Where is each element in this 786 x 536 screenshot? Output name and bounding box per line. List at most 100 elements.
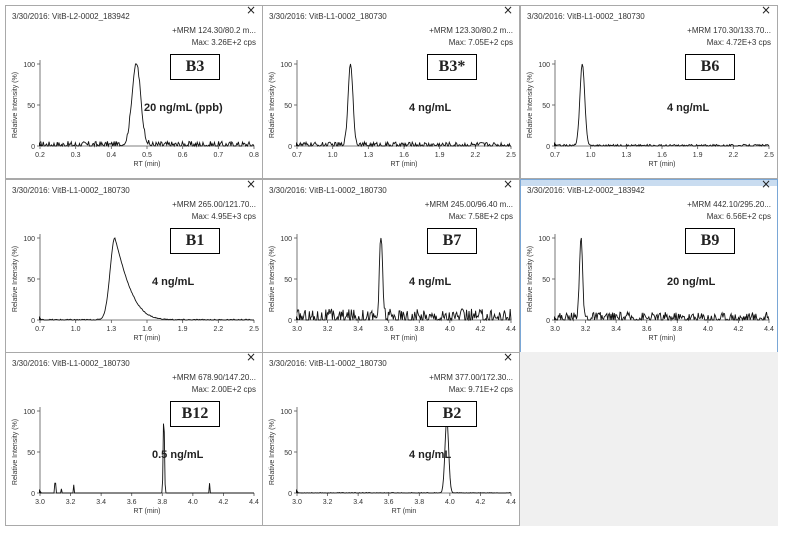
sample-name: 3/30/2016: VitB-L1-0002_180730	[269, 186, 387, 195]
x-tick-label: 1.0	[586, 152, 596, 159]
compound-tag: B7	[427, 228, 477, 254]
x-tick-label: 4.0	[445, 499, 455, 506]
x-tick-label: 4.0	[188, 499, 198, 506]
concentration-label: 0.5 ng/mL	[152, 449, 204, 461]
x-tick-label: 4.2	[219, 499, 229, 506]
concentration-label: 4 ng/mL	[409, 102, 452, 114]
close-icon[interactable]: ×	[760, 177, 771, 191]
y-axis-label: Relative Intensity (%)	[12, 419, 19, 485]
x-tick-label: 3.0	[292, 326, 302, 333]
x-tick-label: 3.2	[323, 326, 333, 333]
close-icon[interactable]: ×	[245, 350, 256, 364]
x-tick-label: 0.3	[71, 152, 81, 159]
chromatogram-panel-b2[interactable]: × 3/30/2016: VitB-L1-0002_180730 +MRM 377.…	[262, 350, 520, 526]
baseline-marker-icon	[39, 142, 42, 146]
chromatogram-panel-b7[interactable]: × 3/30/2016: VitB-L1-0002_180730 +MRM 245.…	[262, 177, 520, 353]
x-tick-label: 1.6	[399, 152, 409, 159]
x-tick-label: 1.3	[621, 152, 631, 159]
chromatogram-trace	[296, 237, 512, 322]
baseline-marker-icon	[296, 142, 299, 146]
y-tick-label: 0	[288, 144, 292, 151]
y-tick-label: 50	[27, 103, 35, 110]
compound-tag: B12	[170, 401, 220, 427]
sample-name: 3/30/2016: VitB-L1-0002_180730	[12, 359, 130, 368]
mrm-transition: +MRM 678.90/147.20...	[172, 373, 256, 382]
y-tick-label: 100	[280, 236, 292, 243]
close-icon[interactable]: ×	[245, 177, 256, 191]
y-tick-label: 0	[546, 144, 550, 151]
chromatogram-panel-b9[interactable]: × 3/30/2016: VitB-L2-0002_183942 +MRM 442.…	[520, 177, 778, 353]
compound-tag: B3*	[427, 54, 477, 80]
y-axis-label: Relative Intensity (%)	[269, 72, 276, 138]
chromatogram-trace	[297, 419, 512, 494]
mrm-transition: +MRM 265.00/121.70...	[172, 200, 256, 209]
x-axis-label: RT (min)	[134, 508, 161, 515]
x-tick-label: 2.2	[213, 326, 223, 333]
mrm-transition: +MRM 124.30/80.2 m...	[172, 26, 256, 35]
y-axis-label: Relative Intensity (%)	[12, 246, 19, 312]
y-tick-label: 100	[23, 236, 35, 243]
y-axis-label: Relative Intensity (%)	[269, 419, 276, 485]
x-tick-label: 4.4	[764, 326, 774, 333]
x-tick-label: 0.6	[178, 152, 188, 159]
chromatogram-panel-b6[interactable]: × 3/30/2016: VitB-L1-0002_180730 +MRM 170.…	[520, 3, 778, 179]
y-tick-label: 50	[542, 103, 550, 110]
max-intensity: Max: 2.00E+2 cps	[191, 385, 256, 394]
x-tick-label: 4.0	[703, 326, 713, 333]
chromatogram-panel-b3[interactable]: × 3/30/2016: VitB-L2-0002_183942 +MRM 124.…	[5, 3, 263, 179]
y-tick-label: 100	[280, 62, 292, 69]
y-tick-label: 100	[280, 409, 292, 416]
chromatogram-plot: 0 50 100 0.7 1.0 1.3 1.6 1.9 2.2 2.5 RT (min) Relat…	[12, 234, 259, 342]
sample-name: 3/30/2016: VitB-L1-0002_180730	[12, 186, 130, 195]
chromatogram-panel-b3-star[interactable]: × 3/30/2016: VitB-L1-0002_180730 +MRM 123.…	[262, 3, 520, 179]
close-icon[interactable]: ×	[502, 177, 513, 191]
x-tick-label: 4.2	[734, 326, 744, 333]
x-tick-label: 2.2	[470, 152, 480, 159]
max-intensity: Max: 6.56E+2 cps	[706, 212, 771, 221]
x-axis-label: RT (min)	[134, 161, 161, 168]
chromatogram-panel-b12[interactable]: × 3/30/2016: VitB-L1-0002_180730 +MRM 678.…	[5, 350, 263, 526]
close-icon[interactable]: ×	[245, 3, 256, 17]
y-tick-label: 100	[538, 62, 550, 69]
concentration-label: 4 ng/mL	[667, 102, 710, 114]
x-tick-label: 3.8	[414, 326, 424, 333]
y-axis-label: Relative Intensity (%)	[269, 246, 276, 312]
baseline-marker-icon	[39, 316, 42, 320]
max-intensity: Max: 9.71E+2 cps	[448, 385, 513, 394]
max-intensity: Max: 3.26E+2 cps	[191, 38, 256, 47]
x-tick-label: 1.9	[435, 152, 445, 159]
x-tick-label: 3.2	[581, 326, 591, 333]
close-icon[interactable]: ×	[502, 3, 513, 17]
x-tick-label: 0.7	[292, 152, 302, 159]
x-tick-label: 1.3	[363, 152, 373, 159]
x-tick-label: 0.7	[35, 326, 45, 333]
max-intensity: Max: 4.95E+3 cps	[191, 212, 256, 221]
baseline-marker-icon	[296, 316, 299, 320]
x-tick-label: 2.2	[728, 152, 738, 159]
y-tick-label: 50	[284, 103, 292, 110]
sample-name: 3/30/2016: VitB-L1-0002_180730	[527, 12, 645, 21]
x-tick-label: 1.3	[106, 326, 116, 333]
x-tick-label: 3.6	[127, 499, 137, 506]
x-tick-label: 1.6	[142, 326, 152, 333]
empty-panel-area	[520, 352, 778, 526]
chromatogram-plot: 0 50 100 3.0 3.2 3.4 3.6 3.8 4.0 4.2 4.4 RT (min) Re…	[269, 234, 516, 342]
max-intensity: Max: 7.58E+2 cps	[448, 212, 513, 221]
x-tick-label: 2.5	[764, 152, 774, 159]
x-axis-label: RT (min	[392, 508, 417, 515]
x-tick-label: 0.8	[249, 152, 259, 159]
chromatogram-plot: 0 50 100 0.7 1.0 1.3 1.6 1.9 2.2 2.5 RT (min) Relat…	[527, 60, 774, 168]
close-icon[interactable]: ×	[502, 350, 513, 364]
y-tick-label: 0	[31, 491, 35, 498]
x-axis-label: RT (min)	[134, 335, 161, 342]
x-tick-label: 3.4	[96, 499, 106, 506]
x-axis-label: RT (min)	[649, 335, 676, 342]
compound-tag: B3	[170, 54, 220, 80]
y-tick-label: 0	[288, 318, 292, 325]
chromatogram-trace	[40, 423, 254, 494]
mrm-transition: +MRM 442.10/295.20...	[687, 200, 771, 209]
y-tick-label: 50	[542, 277, 550, 284]
close-icon[interactable]: ×	[760, 3, 771, 17]
chromatogram-panel-b1[interactable]: × 3/30/2016: VitB-L1-0002_180730 +MRM 265.…	[5, 177, 263, 353]
